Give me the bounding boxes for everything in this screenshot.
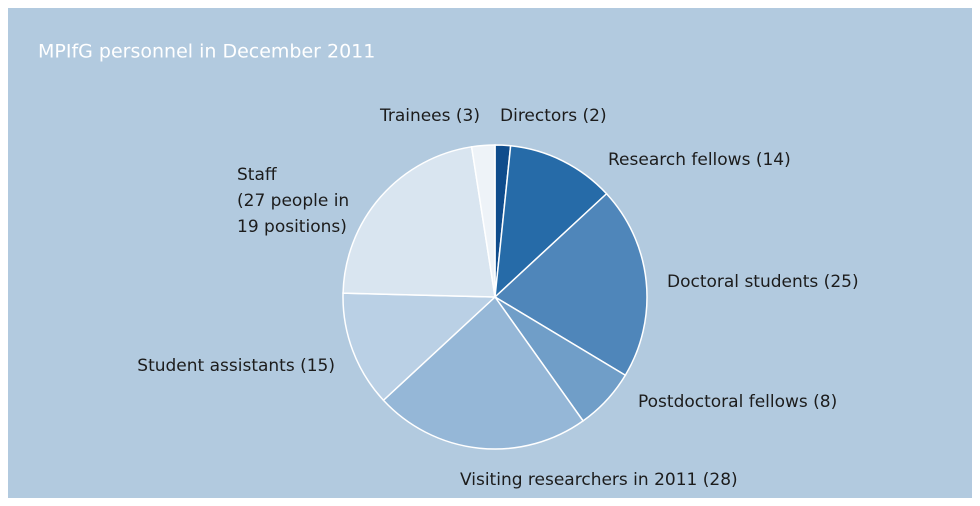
pie-slice bbox=[382, 295, 585, 450]
pie-slice bbox=[494, 144, 608, 299]
pie-slice bbox=[342, 292, 497, 402]
slice-label: Trainees (3) bbox=[379, 106, 480, 126]
slice-label: Postdoctoral fellows (8) bbox=[638, 392, 837, 412]
slice-label: Doctoral students (25) bbox=[667, 272, 859, 292]
pie-slice bbox=[470, 144, 496, 298]
chart-title: MPIfG personnel in December 2011 bbox=[38, 41, 375, 63]
slice-label: Directors (2) bbox=[500, 106, 607, 126]
slice-label: Staff (27 people in 19 positions) bbox=[237, 165, 349, 237]
pie-slice bbox=[493, 192, 648, 377]
slice-label: Research fellows (14) bbox=[608, 150, 791, 170]
slice-label: Student assistants (15) bbox=[137, 356, 335, 376]
slice-label: Visiting researchers in 2011 (28) bbox=[460, 470, 738, 490]
pie-slice bbox=[342, 145, 496, 298]
